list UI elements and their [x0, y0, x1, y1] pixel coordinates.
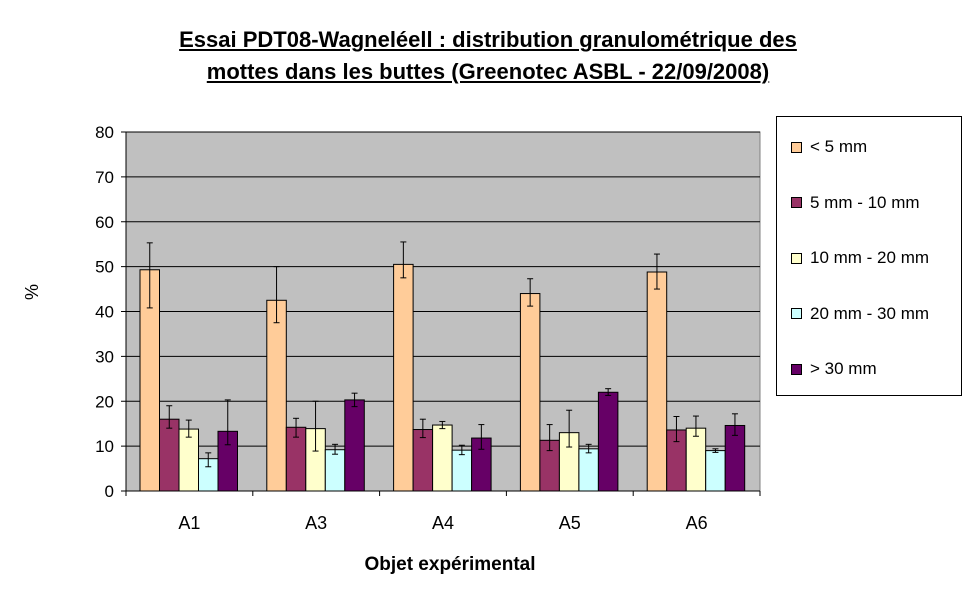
- y-tick-label: 30: [95, 347, 114, 366]
- bar: [519, 293, 541, 492]
- legend-item: 5 mm - 10 mm: [791, 193, 920, 213]
- x-axis-label: Objet expérimental: [364, 554, 536, 575]
- bar: [451, 449, 473, 492]
- y-tick-label: 0: [105, 482, 114, 501]
- y-tick-label: 60: [95, 213, 114, 232]
- y-tick-label: 50: [95, 258, 114, 277]
- legend-label: 5 mm - 10 mm: [810, 192, 920, 212]
- bar: [266, 299, 287, 492]
- legend-label: 20 mm - 30 mm: [810, 303, 930, 323]
- legend-swatch: [791, 141, 802, 153]
- y-tick-label: 80: [95, 123, 114, 142]
- legend-item: 10 mm - 20 mm: [791, 248, 929, 268]
- bar: [412, 429, 434, 492]
- bar: [597, 391, 619, 492]
- legend-swatch: [791, 197, 802, 208]
- y-tick-label: 70: [95, 168, 114, 187]
- legend-swatch: [791, 363, 802, 375]
- legend-swatch: [791, 252, 802, 264]
- y-tick-label: 40: [95, 303, 114, 322]
- legend-label: < 5 mm: [810, 137, 868, 156]
- legend-item: < 5 mm: [791, 137, 867, 157]
- bar: [705, 450, 726, 492]
- x-tick-label: A3: [305, 513, 327, 533]
- legend: < 5 mm 5 mm - 10 mm 10 mm - 20 mm 20 mm - 3…: [776, 116, 962, 396]
- bar: [324, 449, 346, 492]
- bar: [159, 418, 180, 492]
- legend-label: 10 mm - 20 mm: [810, 248, 930, 267]
- y-axis-label: %: [22, 283, 42, 300]
- chart-title: Essai PDT08-Wagneléell : distribution gr…: [0, 24, 970, 88]
- bar: [178, 428, 199, 492]
- x-tick-label: A1: [178, 513, 200, 533]
- legend-item: 20 mm - 30 mm: [791, 304, 929, 324]
- x-tick-label: A6: [686, 513, 708, 533]
- legend-swatch: [791, 308, 802, 319]
- x-tick-label: A5: [559, 513, 581, 533]
- y-tick-label: 20: [95, 392, 114, 411]
- legend-label: > 30 mm: [810, 359, 877, 378]
- chart-title-line-2: mottes dans les buttes (Greenotec ASBL -…: [206, 59, 770, 84]
- y-tick-label: 10: [95, 437, 114, 456]
- bar: [432, 424, 453, 492]
- bar: [393, 263, 414, 492]
- chart-title-line-1: Essai PDT08-Wagneléell : distribution gr…: [179, 27, 797, 52]
- bar: [646, 271, 668, 492]
- bar: [685, 427, 707, 492]
- x-tick-label: A4: [432, 513, 454, 533]
- legend-item: > 30 mm: [791, 359, 877, 379]
- bar: [578, 448, 599, 492]
- bar: [344, 399, 365, 492]
